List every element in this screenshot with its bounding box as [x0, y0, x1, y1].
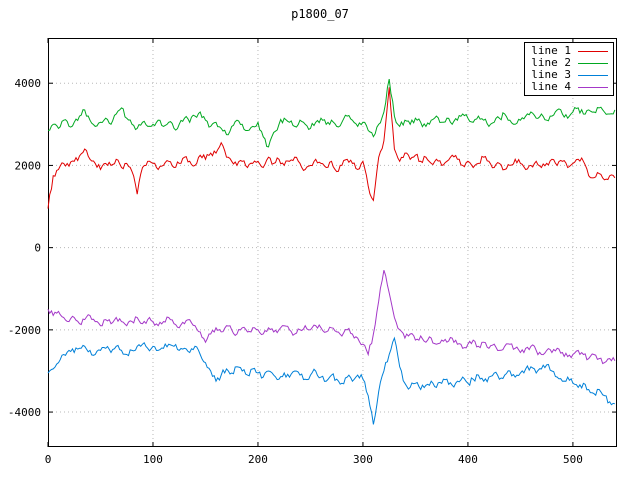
series-line-2 — [47, 78, 616, 148]
legend-item: line 3 — [531, 69, 608, 81]
legend-item-label: line 2 — [531, 56, 571, 69]
series-line-4 — [47, 270, 616, 365]
legend-item-line-sample — [578, 74, 608, 76]
x-tick-label: 0 — [45, 453, 52, 466]
y-tick-label: 2000 — [15, 159, 42, 172]
legend-item-line-sample — [578, 50, 608, 52]
legend-item-label: line 1 — [531, 44, 571, 57]
legend-item: line 4 — [531, 81, 608, 93]
series-line-3 — [47, 336, 616, 425]
plot-border — [48, 38, 617, 447]
chart-title: p1800_07 — [291, 7, 349, 21]
x-tick-label: 200 — [248, 453, 268, 466]
x-tick-label: 300 — [353, 453, 373, 466]
y-tick-label: 0 — [34, 242, 41, 255]
legend-item-line-sample — [578, 86, 608, 88]
x-tick-label: 400 — [458, 453, 478, 466]
x-tick-label: 500 — [563, 453, 583, 466]
y-tick-label: 4000 — [15, 77, 42, 90]
y-tick-label: -2000 — [8, 324, 41, 337]
legend-item: line 1 — [531, 45, 608, 57]
legend: line 1 line 2 line 3 line 4 — [524, 42, 614, 96]
legend-item-label: line 3 — [531, 68, 571, 81]
y-tick-label: -4000 — [8, 406, 41, 419]
x-tick-label: 100 — [143, 453, 163, 466]
legend-item: line 2 — [531, 57, 608, 69]
legend-item-line-sample — [578, 62, 608, 64]
legend-item-label: line 4 — [531, 80, 571, 93]
series-line-1 — [47, 87, 616, 209]
